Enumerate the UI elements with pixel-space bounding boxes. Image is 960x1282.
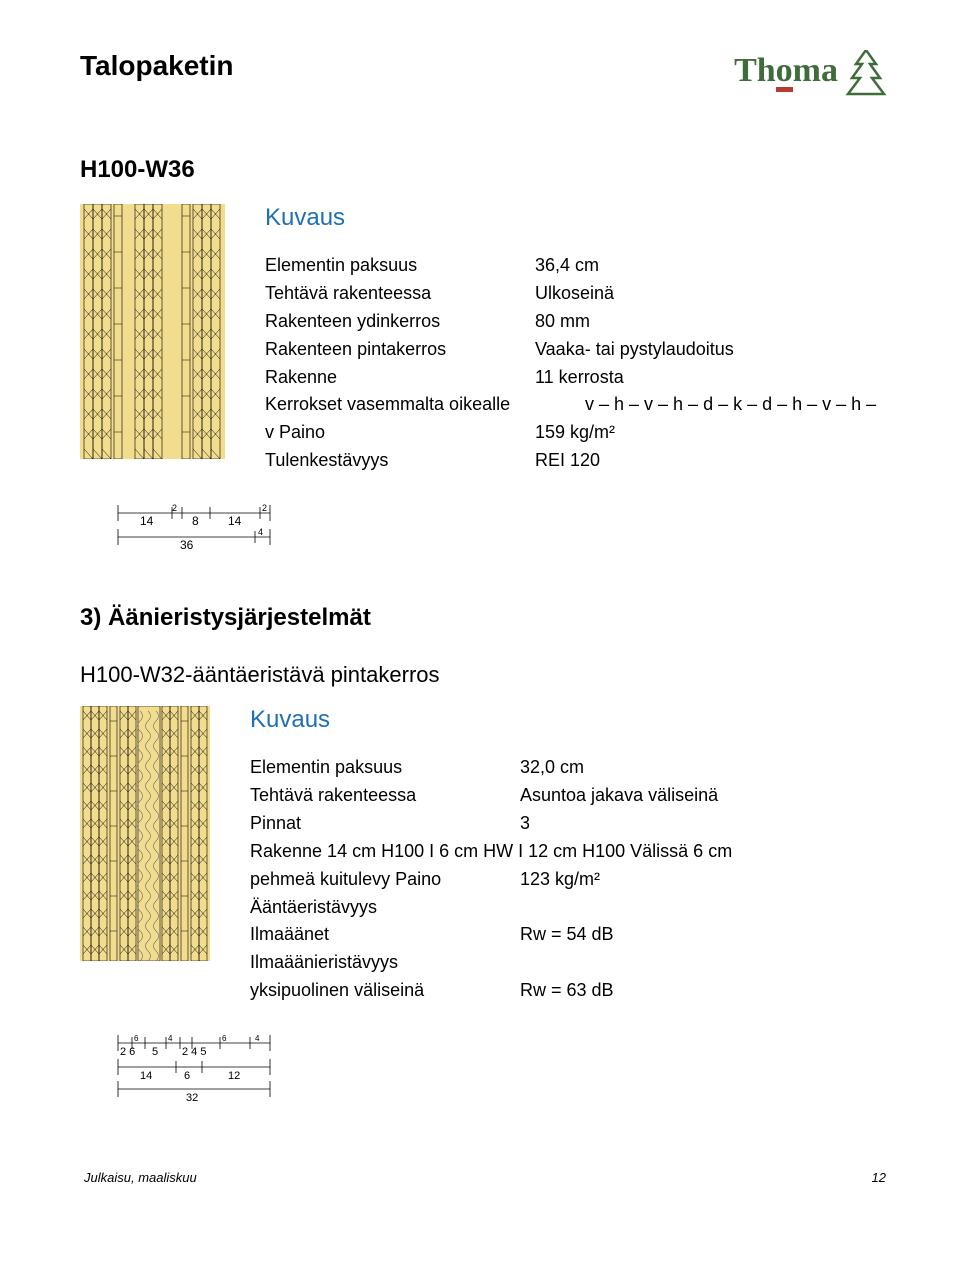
- dim-val: 2: [172, 503, 177, 513]
- spec-label: Tehtävä rakenteessa: [265, 280, 535, 308]
- dimension-diagram-2: 2 6 6 5 4 2 4 5 6 4 14 6 12 32: [110, 1033, 280, 1105]
- dim-val: 36: [180, 538, 194, 552]
- spec-label: Ilmaäänieristävyys: [250, 949, 520, 977]
- spec-label: Ilmaäänet: [250, 921, 520, 949]
- spec-value: Rw = 54 dB: [520, 921, 614, 949]
- spec-label: Rakenne: [265, 364, 535, 392]
- spec-value: v – h – v – h – d – k – d – h – v – h –: [585, 391, 876, 419]
- spec-value: 123 kg/m²: [520, 866, 600, 894]
- spec-label: Ääntäeristävyys: [250, 894, 520, 922]
- dim-val: 12: [228, 1070, 240, 1082]
- spec-value: Rw = 63 dB: [520, 977, 614, 1005]
- spec-value: REI 120: [535, 447, 600, 475]
- kuvaus-title-2: Kuvaus: [250, 706, 732, 734]
- dim-val: 2: [262, 503, 267, 513]
- footer-left: Julkaisu, maaliskuu: [84, 1170, 197, 1185]
- page-title: Talopaketin: [80, 50, 234, 82]
- dim-val: 32: [186, 1092, 198, 1104]
- dim-val: 4: [168, 1034, 173, 1043]
- dim-val: 14: [140, 514, 154, 528]
- section2-heading: 3) Äänieristysjärjestelmät: [80, 604, 890, 632]
- section2-text: Kuvaus Elementin paksuus32,0 cm Tehtävä …: [250, 706, 732, 1005]
- dim-val: 2 4 5: [182, 1046, 206, 1058]
- dim-val: 5: [152, 1046, 158, 1058]
- spec-label: Kerrokset vasemmalta oikealle: [265, 391, 585, 419]
- wall-diagram-1: [80, 204, 225, 459]
- spec-label: Tulenkestävyys: [265, 447, 535, 475]
- spec-value: 159 kg/m²: [535, 419, 615, 447]
- spec-label: Rakenne 14 cm H100 I 6 cm HW I 12 cm H10…: [250, 838, 732, 866]
- dim-val: 14: [140, 1070, 152, 1082]
- section2-block: Kuvaus Elementin paksuus32,0 cm Tehtävä …: [80, 706, 890, 1005]
- spec-value: 32,0 cm: [520, 754, 584, 782]
- section-code-1: H100-W36: [80, 156, 890, 184]
- spec-value: Asuntoa jakava väliseinä: [520, 782, 718, 810]
- spec-label: Rakenteen ydinkerros: [265, 308, 535, 336]
- spec-value: 80 mm: [535, 308, 590, 336]
- dim-val: 4: [255, 1034, 260, 1043]
- spec-value: 11 kerrosta: [535, 364, 624, 392]
- spec-table-1: Elementin paksuus36,4 cm Tehtävä rakente…: [265, 252, 876, 475]
- dim-val: 8: [192, 514, 199, 528]
- spec-label: yksipuolinen väliseinä: [250, 977, 520, 1005]
- footer: Julkaisu, maaliskuu 12: [80, 1170, 890, 1185]
- spec-value: Vaaka- tai pystylaudoitus: [535, 336, 734, 364]
- spec-label: Tehtävä rakenteessa: [250, 782, 520, 810]
- spec-label: Elementin paksuus: [265, 252, 535, 280]
- tree-icon: [842, 50, 890, 96]
- section2-subheading: H100-W32-ääntäeristävä pintakerros: [80, 662, 890, 688]
- section1-text: Kuvaus Elementin paksuus36,4 cm Tehtävä …: [265, 204, 876, 475]
- kuvaus-title-1: Kuvaus: [265, 204, 876, 232]
- spec-table-2: Elementin paksuus32,0 cm Tehtävä rakente…: [250, 754, 732, 1005]
- section1-block: Kuvaus Elementin paksuus36,4 cm Tehtävä …: [80, 204, 890, 475]
- wall-diagram-2: [80, 706, 210, 961]
- spec-label: Rakenteen pintakerros: [265, 336, 535, 364]
- spec-label: pehmeä kuitulevy Paino: [250, 866, 520, 894]
- spec-value: 36,4 cm: [535, 252, 599, 280]
- dim-val: 4: [258, 527, 263, 537]
- spec-label: Elementin paksuus: [250, 754, 520, 782]
- logo-text: Thoma: [734, 54, 838, 92]
- header: Talopaketin Thoma: [80, 50, 890, 96]
- dimension-diagram-1: 14 2 8 14 2 36 4: [110, 503, 280, 559]
- dim-val: 2 6: [120, 1046, 135, 1058]
- dim-val: 6: [184, 1070, 190, 1082]
- spec-value: Ulkoseinä: [535, 280, 614, 308]
- logo: Thoma: [734, 50, 890, 96]
- spec-label: Pinnat: [250, 810, 520, 838]
- spec-label: v Paino: [265, 419, 535, 447]
- dim-val: 6: [134, 1034, 139, 1043]
- footer-right: 12: [872, 1170, 886, 1185]
- dim-val: 6: [222, 1034, 227, 1043]
- spec-value: 3: [520, 810, 530, 838]
- dim-val: 14: [228, 514, 242, 528]
